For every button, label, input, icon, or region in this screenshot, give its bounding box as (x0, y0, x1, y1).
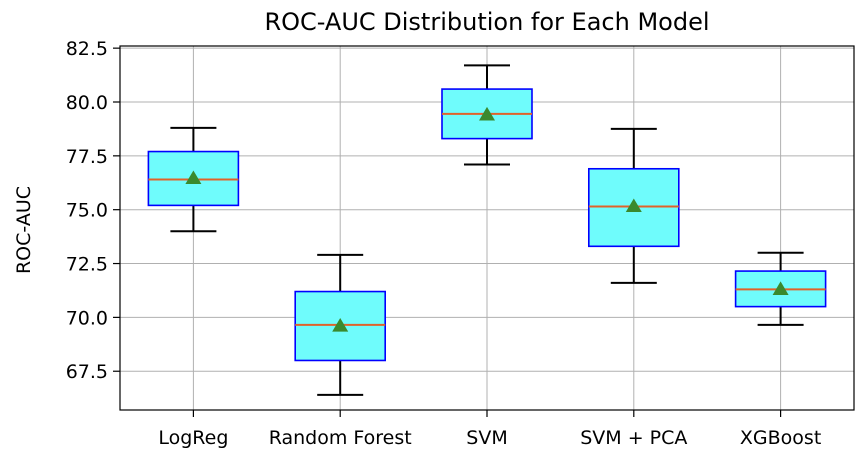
x-tick-label: SVM + PCA (580, 427, 687, 449)
iqr-box (294, 290, 387, 362)
box-logreg (147, 126, 240, 233)
mean-marker (625, 198, 642, 213)
plot-area-frame (119, 45, 855, 411)
y-tick-label: 72.5 (66, 254, 108, 276)
box-xgboost (734, 251, 827, 326)
y-tick-label: 77.5 (66, 146, 108, 168)
box-random-forest (294, 253, 387, 396)
tick-layer: 67.5 70.0 72.5 75.0 77.5 80.0 82.5 LogReg Random… (66, 38, 822, 449)
x-tick-label: Random Forest (269, 427, 412, 449)
mean-marker (332, 318, 349, 332)
y-tick-label: 80.0 (66, 92, 108, 114)
box-layer (147, 64, 827, 396)
chart-title: ROC-AUC Distribution for Each Model (264, 8, 709, 36)
x-tick-label: XGBoost (740, 427, 821, 449)
mean-marker (479, 106, 495, 121)
y-tick-label: 75.0 (66, 200, 108, 222)
x-tick-label: LogReg (158, 427, 228, 449)
y-tick-label: 70.0 (66, 307, 108, 329)
y-tick-label: 82.5 (66, 38, 108, 60)
box-svm-pca (587, 127, 680, 284)
y-tick-label: 67.5 (66, 361, 108, 383)
x-tick-label: SVM (466, 427, 507, 449)
mean-marker (185, 170, 202, 185)
y-axis-label: ROC-AUC (13, 186, 35, 274)
mean-marker (772, 281, 789, 295)
box-svm (441, 64, 533, 166)
